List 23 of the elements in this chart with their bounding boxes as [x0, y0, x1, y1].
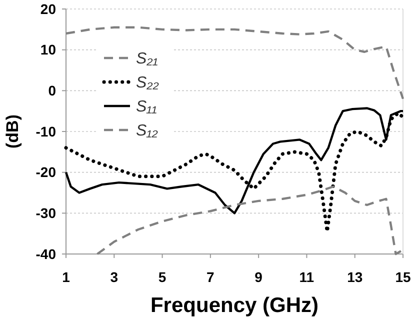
legend-label: S₁₁: [136, 98, 157, 116]
y-tick-label: -10: [36, 123, 56, 140]
y-tick-label: 10: [40, 42, 56, 58]
legend-label: S₂₁: [136, 50, 158, 68]
legend-label: S₂₂: [136, 74, 159, 92]
x-tick-label: 13: [347, 269, 363, 285]
x-tick-label: 9: [254, 269, 263, 285]
x-tick-label: 3: [110, 269, 118, 285]
y-tick-label: -30: [36, 205, 56, 222]
y-tick-label: 0: [48, 82, 56, 99]
x-axis-title: Frequency (GHz): [150, 294, 319, 317]
y-axis-title: (dB): [3, 114, 22, 148]
x-tick-label: 1: [62, 269, 70, 285]
line-series: [96, 186, 404, 256]
x-tick-label: 15: [395, 269, 411, 285]
line-series: [64, 26, 404, 100]
x-tick-label: 11: [299, 269, 314, 285]
y-tick-label: -20: [36, 164, 56, 180]
y-tick-label: -40: [36, 246, 56, 262]
x-tick-label: 7: [206, 269, 215, 285]
y-tick-label: 20: [40, 0, 56, 17]
x-tick-label: 5: [158, 269, 166, 285]
legend-label: S₁₂: [136, 122, 158, 140]
